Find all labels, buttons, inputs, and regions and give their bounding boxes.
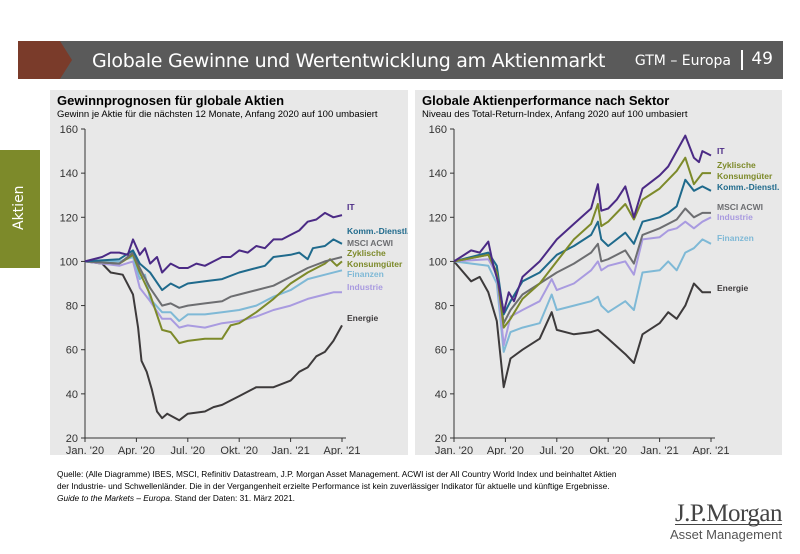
x-tick-label: Apr. '20	[487, 445, 524, 455]
y-tick-label: 60	[435, 345, 447, 357]
side-tab: Aktien	[0, 150, 40, 268]
arrow-icon	[60, 41, 72, 79]
series-label: Energie	[347, 313, 378, 323]
series-line-energie	[453, 260, 711, 389]
series-label: Zyklische	[717, 160, 756, 170]
chart-panel-performance: Globale Aktienperformance nach Sektor Ni…	[415, 90, 782, 455]
x-tick-label: Jan. '20	[435, 445, 473, 455]
series-line-it	[84, 211, 343, 274]
y-tick-label: 120	[60, 212, 78, 224]
series-label: Industrie	[347, 282, 383, 292]
x-tick-label: Apr. '20	[118, 445, 155, 455]
series-line-energie	[84, 260, 343, 422]
y-tick-label: 40	[66, 389, 78, 401]
x-tick-label: Jan. '21	[272, 445, 310, 455]
data-date: . Stand der Daten: 31. März 2021.	[170, 493, 295, 503]
series-line-msci-acwi	[84, 251, 343, 309]
y-tick-label: 100	[60, 256, 78, 268]
series-line-msci-acwi	[453, 207, 711, 325]
divider	[741, 50, 743, 70]
chart-title: Gewinnprognosen für globale Aktien	[57, 93, 285, 108]
x-tick-label: Apr. '21	[693, 445, 730, 455]
brand-block	[18, 41, 60, 79]
chart-title: Globale Aktienperformance nach Sektor	[422, 93, 670, 108]
chart-subtitle: Niveau des Total-Return-Index, Anfang 20…	[422, 109, 688, 120]
y-tick-label: 80	[435, 301, 447, 313]
x-tick-label: Apr. '21	[324, 445, 361, 455]
series-label: Zyklische	[347, 248, 386, 258]
x-tick-label: Jan. '20	[66, 445, 104, 455]
guide-title: Guide to the Markets – Europa	[57, 493, 170, 503]
chart-performance: 20 40 60 80 100 120 140 160 Jan. '20 Apr. '20 Jul.…	[429, 124, 780, 455]
chart-subtitle: Gewinn je Aktie für die nächsten 12 Mona…	[57, 109, 378, 120]
y-tick-label: 60	[66, 345, 78, 357]
y-tick-label: 100	[429, 256, 447, 268]
series-line-industrie	[453, 216, 712, 347]
x-tick-label: Okt. '20	[220, 445, 258, 455]
side-tab-label: Aktien	[11, 185, 27, 230]
series-label: IT	[347, 202, 355, 212]
y-tick-label: 40	[435, 389, 447, 401]
chart-earnings: 20 40 60 80 100 120 140 160 Jan. '20 Apr. '20 Jul.…	[60, 124, 408, 455]
series-line-zyklische-konsumg-ter	[453, 156, 711, 329]
source-text: Quelle: (Alle Diagramme) IBES, MSCI, Ref…	[57, 469, 617, 491]
series-line-finanzen	[453, 238, 712, 353]
y-tick-label: 140	[429, 168, 447, 180]
series-label: MSCI ACWI	[717, 202, 763, 212]
y-tick-label: 140	[60, 168, 78, 180]
series-label: MSCI ACWI	[347, 238, 393, 248]
footnote: Quelle: (Alle Diagramme) IBES, MSCI, Ref…	[57, 468, 617, 504]
page-number: 49	[751, 49, 773, 69]
section-label: GTM – Europa	[634, 53, 731, 69]
series-line-it	[453, 134, 712, 314]
series-line-zyklische-konsumg-ter	[84, 253, 343, 345]
y-tick-label: 20	[66, 433, 78, 445]
x-tick-label: Jan. '21	[641, 445, 679, 455]
x-tick-label: Jul. '20	[540, 445, 575, 455]
series-line-finanzen	[85, 256, 343, 322]
y-tick-label: 160	[429, 124, 447, 136]
page-title: Globale Gewinne und Wertentwicklung am A…	[92, 50, 606, 72]
series-label: Komm.-Dienstl.	[717, 182, 779, 192]
series-label: Komm.-Dienstl.	[347, 226, 408, 236]
y-tick-label: 80	[66, 301, 78, 313]
series-label: IT	[717, 146, 725, 156]
y-tick-label: 20	[435, 433, 447, 445]
x-tick-label: Okt. '20	[589, 445, 627, 455]
chart-panel-earnings: Gewinnprognosen für globale Aktien Gewin…	[50, 90, 408, 455]
logo-jpmorgan: J.P.Morgan	[674, 500, 783, 527]
y-tick-label: 160	[60, 124, 78, 136]
series-line-komm-dienstl-	[453, 178, 712, 316]
logo-subtitle: Asset Management	[669, 527, 782, 542]
series-label: Konsumgüter	[717, 171, 773, 181]
header-bar: Globale Gewinne und Wertentwicklung am A…	[18, 41, 783, 79]
series-label: Industrie	[717, 212, 753, 222]
series-label: Energie	[717, 283, 748, 293]
series-label: Konsumgüter	[347, 259, 403, 269]
y-tick-label: 120	[429, 212, 447, 224]
x-tick-label: Jul. '20	[171, 445, 206, 455]
series-line-komm-dienstl-	[84, 238, 343, 292]
series-label: Finanzen	[717, 233, 754, 243]
series-line-industrie	[84, 260, 342, 329]
series-label: Finanzen	[347, 269, 384, 279]
